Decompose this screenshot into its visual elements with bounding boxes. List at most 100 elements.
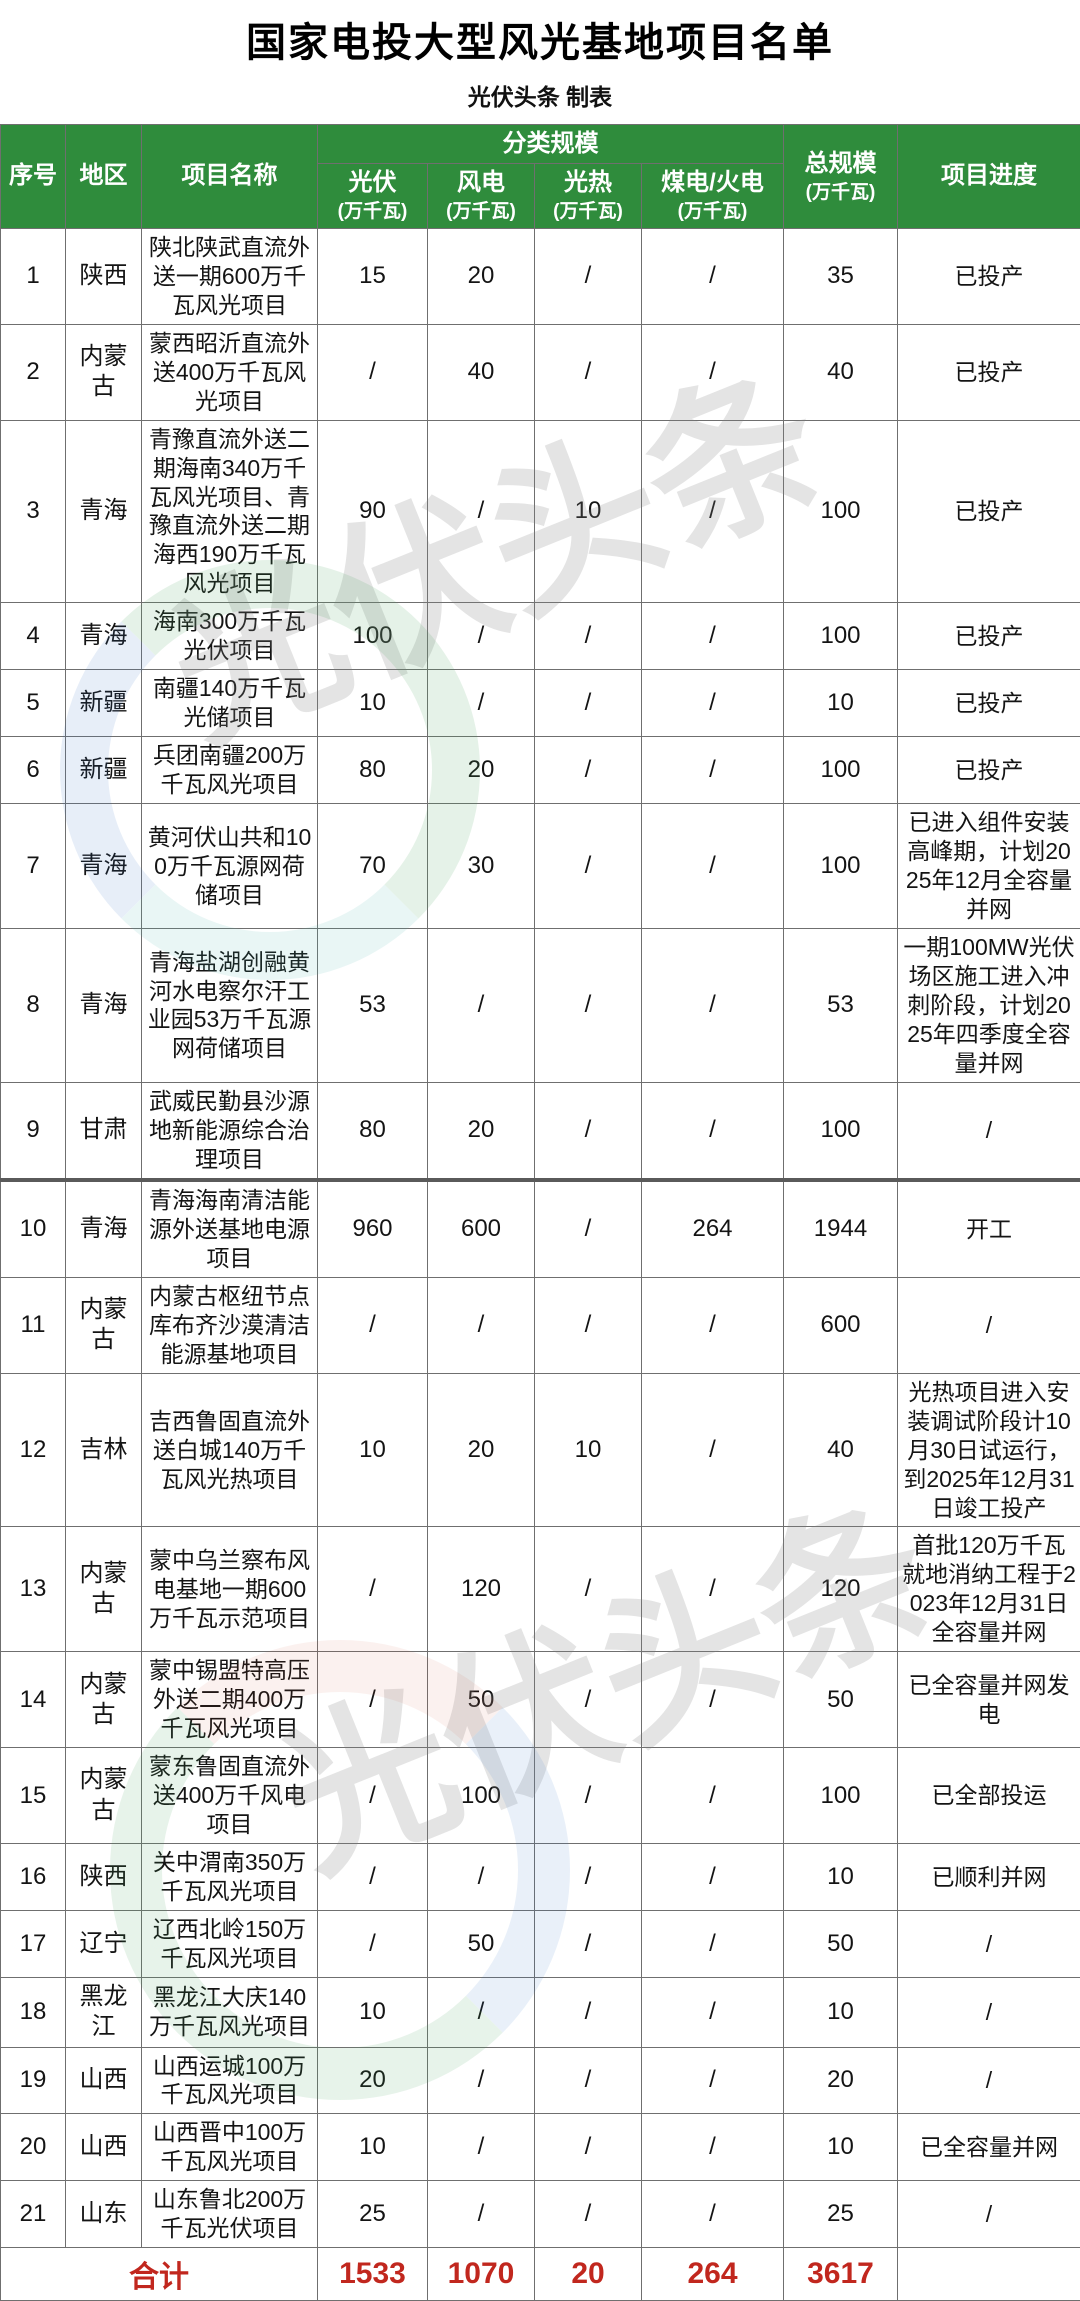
project-name-cell: 蒙中锡盟特高压外送二期400万千瓦风光项目 (142, 1652, 318, 1748)
page-subtitle: 光伏头条 制表 (0, 78, 1080, 112)
row-no-cell: 3 (1, 420, 66, 603)
progress-cell: 已全部投运 (898, 1748, 1080, 1844)
pv-cell: 80 (318, 1082, 428, 1179)
region-cell: 陕西 (66, 228, 142, 324)
header-csp-unit: (万千瓦) (538, 200, 638, 224)
row-no-cell: 9 (1, 1082, 66, 1179)
region-cell: 辽宁 (66, 1911, 142, 1978)
total-scale-cell: 53 (784, 929, 898, 1083)
row-no-cell: 7 (1, 804, 66, 929)
csp-cell: / (535, 2181, 642, 2248)
coal-cell: / (642, 420, 784, 603)
projects-table: 序号 地区 项目名称 分类规模 总规模 (万千瓦) 项目进度 光伏 (万千瓦) … (0, 124, 1080, 2301)
total-scale-cell: 3617 (784, 2248, 898, 2301)
project-name-cell: 海南300万千瓦光伏项目 (142, 603, 318, 670)
progress-cell: 已全容量并网 (898, 2114, 1080, 2181)
pv-cell: 10 (318, 1373, 428, 1527)
progress-cell: 光热项目进入安装调试阶段计10月30日试运行，到2025年12月31日竣工投产 (898, 1373, 1080, 1527)
total-scale-cell: 40 (784, 1373, 898, 1527)
project-name-cell: 关中渭南350万千瓦风光项目 (142, 1844, 318, 1911)
total-scale-cell: 100 (784, 603, 898, 670)
project-name-cell: 陕北陕武直流外送一期600万千瓦风光项目 (142, 228, 318, 324)
project-name-cell: 黑龙江大庆140万千瓦风光项目 (142, 1978, 318, 2047)
header-scale-group: 分类规模 (318, 125, 784, 164)
project-name-cell: 内蒙古枢纽节点库布齐沙漠清洁能源基地项目 (142, 1277, 318, 1373)
pv-cell: 10 (318, 1978, 428, 2047)
pv-cell: 960 (318, 1180, 428, 1277)
region-cell: 山西 (66, 2114, 142, 2181)
region-cell: 吉林 (66, 1373, 142, 1527)
progress-cell: 已投产 (898, 603, 1080, 670)
total-scale-cell: 50 (784, 1652, 898, 1748)
wind-cell: 20 (428, 1373, 535, 1527)
wind-cell: 600 (428, 1180, 535, 1277)
coal-cell: / (642, 1844, 784, 1911)
wind-cell: / (428, 2047, 535, 2114)
row-no-cell: 10 (1, 1180, 66, 1277)
header-coal-unit: (万千瓦) (645, 200, 780, 224)
coal-cell: / (642, 228, 784, 324)
progress-cell: / (898, 1277, 1080, 1373)
row-no-cell: 11 (1, 1277, 66, 1373)
header-pv-label: 光伏 (349, 169, 397, 196)
progress-cell: 已投产 (898, 228, 1080, 324)
wind-cell: 50 (428, 1652, 535, 1748)
project-name-cell: 山东鲁北200万千瓦光伏项目 (142, 2181, 318, 2248)
progress-cell: 已顺利并网 (898, 1844, 1080, 1911)
project-name-cell: 青海海南清洁能源外送基地电源项目 (142, 1180, 318, 1277)
csp-cell: / (535, 1748, 642, 1844)
header-no: 序号 (1, 125, 66, 229)
coal-cell: / (642, 1748, 784, 1844)
wind-cell: 120 (428, 1527, 535, 1652)
csp-cell: / (535, 670, 642, 737)
project-name-cell: 黄河伏山共和100万千瓦源网荷储项目 (142, 804, 318, 929)
csp-cell: / (535, 603, 642, 670)
progress-cell: / (898, 2047, 1080, 2114)
coal-cell: / (642, 1652, 784, 1748)
coal-cell: / (642, 1277, 784, 1373)
coal-cell: / (642, 603, 784, 670)
progress-cell: / (898, 1911, 1080, 1978)
header-wind-unit: (万千瓦) (431, 200, 531, 224)
total-wind-cell: 1070 (428, 2248, 535, 2301)
header-progress: 项目进度 (898, 125, 1080, 229)
coal-cell: 264 (642, 1180, 784, 1277)
wind-cell: / (428, 670, 535, 737)
wind-cell: / (428, 1844, 535, 1911)
pv-cell: / (318, 1277, 428, 1373)
project-name-cell: 蒙中乌兰察布风电基地一期600万千瓦示范项目 (142, 1527, 318, 1652)
table-footer: 合计 1533 1070 20 264 3617 (1, 2248, 1080, 2301)
project-name-cell: 南疆140万千瓦光储项目 (142, 670, 318, 737)
pv-cell: / (318, 1527, 428, 1652)
total-pv-cell: 1533 (318, 2248, 428, 2301)
region-cell: 山东 (66, 2181, 142, 2248)
header-pv: 光伏 (万千瓦) (318, 164, 428, 229)
header-csp: 光热 (万千瓦) (535, 164, 642, 229)
pv-cell: 10 (318, 670, 428, 737)
progress-cell: 已投产 (898, 420, 1080, 603)
pv-cell: / (318, 1652, 428, 1748)
wind-cell: / (428, 603, 535, 670)
progress-cell: 一期100MW光伏场区施工进入冲刺阶段，计划2025年四季度全容量并网 (898, 929, 1080, 1083)
progress-cell: 已投产 (898, 670, 1080, 737)
total-row: 合计 1533 1070 20 264 3617 (1, 2248, 1080, 2301)
project-name-cell: 兵团南疆200万千瓦风光项目 (142, 737, 318, 804)
csp-cell: / (535, 737, 642, 804)
row-no-cell: 1 (1, 228, 66, 324)
total-scale-cell: 25 (784, 2181, 898, 2248)
total-scale-cell: 40 (784, 324, 898, 420)
pv-cell: / (318, 1748, 428, 1844)
wind-cell: 20 (428, 228, 535, 324)
row-no-cell: 19 (1, 2047, 66, 2114)
region-cell: 青海 (66, 420, 142, 603)
